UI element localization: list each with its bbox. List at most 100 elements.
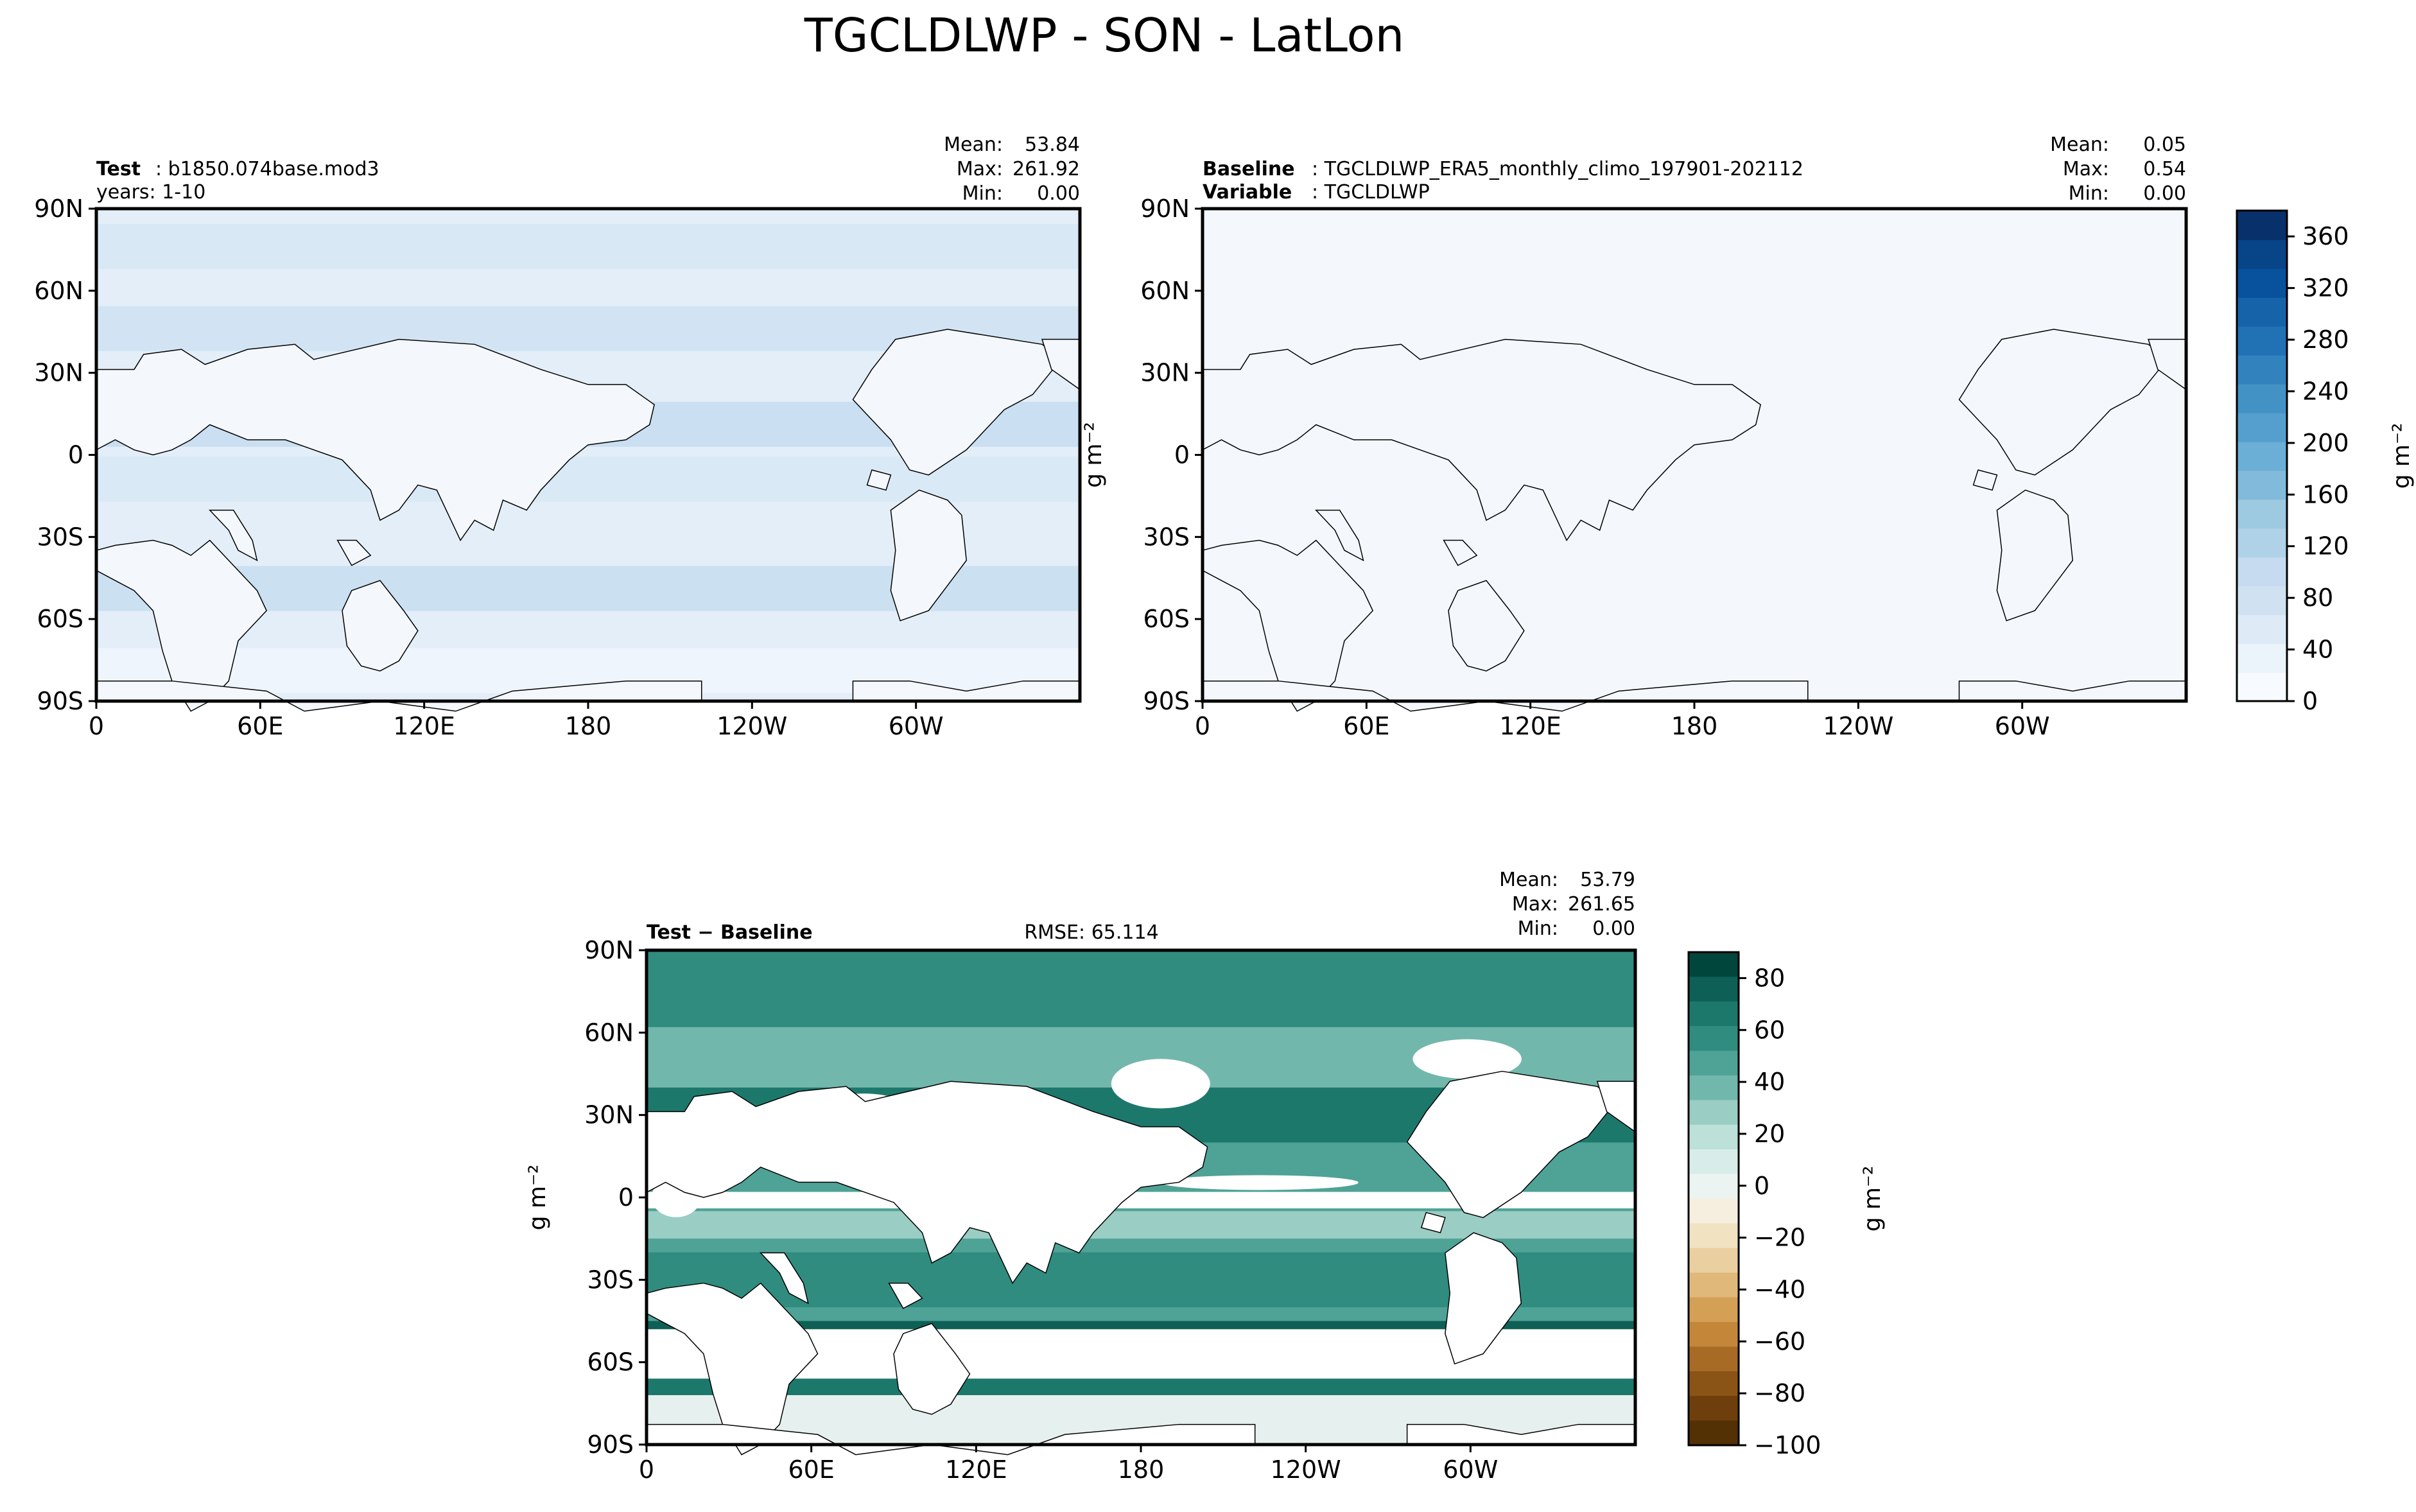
variable-name: : TGCLDLWP	[1312, 181, 1430, 204]
x-tick-label: 0	[1195, 712, 1210, 740]
stat-label: Max:	[2063, 158, 2109, 180]
coastline	[1316, 510, 1364, 560]
coastline	[1445, 1233, 1521, 1364]
y-tick-label: 30S	[587, 1265, 634, 1294]
x-tick-label: 120E	[945, 1456, 1007, 1484]
stat-label: Min:	[962, 182, 1003, 205]
colorbar-frame	[1687, 951, 1740, 1447]
colorbar-segment	[2237, 297, 2287, 327]
coastline	[210, 510, 257, 560]
figure-title: TGCLDLWP - SON - LatLon	[804, 8, 1404, 62]
field-patch	[1111, 1059, 1210, 1109]
plot-frame	[645, 948, 1637, 1447]
stat-value: 261.92	[1012, 158, 1080, 180]
panel-test: 0 60E 120E 180 120W 60W 90N 60N 30N 0 30S 60S 90S Tes…	[34, 134, 1082, 740]
coastline	[1974, 470, 1997, 490]
colorbar-top: 0 40 80 120 160 200 240 280 320 360 g m⁻²	[2236, 209, 2415, 715]
colorbar-segment	[2237, 470, 2287, 500]
stat-label: Min:	[2069, 182, 2109, 205]
x-tick-label: 180	[1118, 1456, 1165, 1484]
coastline	[338, 541, 371, 566]
x-tick-label: 120E	[393, 712, 455, 740]
stat-value: 0.54	[2143, 158, 2186, 180]
colorbar-segment	[2237, 326, 2287, 356]
colorbar-tick-label: 0	[1754, 1172, 1769, 1200]
colorbar-segment	[2237, 586, 2287, 616]
colorbar-tick-label: 240	[2302, 377, 2349, 405]
colorbar-segment	[1689, 1001, 1739, 1027]
colorbar-tick-label: 40	[1754, 1068, 1785, 1096]
x-tick-label: 60W	[1443, 1456, 1498, 1484]
x-tick-label: 60W	[889, 712, 944, 740]
y-tick-label: 60S	[1143, 605, 1190, 633]
colorbar-segment	[2237, 441, 2287, 471]
y-tick-label: 90S	[37, 687, 83, 715]
stat-value: 53.79	[1580, 869, 1635, 891]
colorbar-tick-label: 40	[2302, 636, 2333, 664]
colorbar-diff: 80 60 40 20 0 −20 −40 −60 −80 −100 g m⁻²	[1687, 951, 1886, 1459]
coastline	[1421, 1213, 1445, 1233]
colorbar-segment	[2237, 268, 2287, 298]
x-tick-label: 0	[89, 712, 104, 740]
coastline	[647, 1081, 1208, 1283]
y-tick-label: 90N	[1140, 195, 1190, 223]
colorbar-tick-label: 20	[1754, 1120, 1785, 1148]
colorbar-segment	[2237, 614, 2287, 645]
variable-label: Variable	[1203, 181, 1292, 204]
y-tick-label: 30N	[1140, 359, 1190, 387]
colorbar-tick-label: −40	[1754, 1275, 1805, 1303]
coastline	[889, 1283, 923, 1308]
colorbar-segment	[2237, 643, 2287, 673]
colorbar-tick-label: −60	[1754, 1327, 1805, 1355]
colorbar-segment	[2237, 528, 2287, 558]
coastline	[342, 580, 418, 671]
colorbar-segment	[1689, 1026, 1739, 1052]
field-patch	[1412, 1039, 1522, 1079]
stat-label: Max:	[1512, 893, 1558, 916]
x-tick-label: 120W	[1823, 712, 1893, 740]
colorbar-tick-label: −80	[1754, 1379, 1805, 1407]
field-patch	[1160, 1175, 1359, 1190]
coastline	[96, 339, 654, 540]
baseline-name: : TGCLDLWP_ERA5_monthly_climo_197901-202…	[1312, 158, 1803, 180]
colorbar-tick-label: 280	[2302, 326, 2349, 354]
difference-label: Test − Baseline	[647, 921, 813, 944]
colorbar-segment	[1689, 1322, 1739, 1348]
coastline	[1203, 339, 1760, 540]
field-band	[647, 950, 1635, 1033]
colorbar-segment	[1689, 1371, 1739, 1397]
stat-value: 261.65	[1568, 893, 1635, 916]
colorbar-tick-label: 200	[2302, 429, 2349, 457]
colorbar-segment	[2237, 557, 2287, 587]
colorbar-label: g m⁻²	[2388, 423, 2415, 489]
field-band	[647, 1211, 1635, 1239]
stat-value: 0.00	[1037, 182, 1080, 205]
x-tick-label: 180	[565, 712, 612, 740]
colorbar-segment	[1689, 952, 1739, 978]
colorbar-segment	[1689, 977, 1739, 1002]
x-tick-label: 60W	[1995, 712, 2050, 740]
panel-baseline: 0 60E 120E 180 120W 60W 90N 60N 30N 0 30S 60S 90S Bas…	[1081, 134, 2415, 740]
test-case-name: : b1850.074base.mod3	[155, 158, 379, 180]
coastline	[1448, 580, 1524, 671]
y-tick-label: 90S	[1143, 687, 1190, 715]
y-tick-label: 30S	[37, 523, 83, 551]
colorbar-tick-label: 320	[2302, 274, 2349, 302]
colorbar-tick-label: 360	[2302, 222, 2349, 250]
colorbar-segment	[2237, 239, 2287, 269]
stat-label: Max:	[957, 158, 1003, 180]
field-band	[96, 223, 1080, 269]
colorbar-segment	[2237, 499, 2287, 529]
colorbar-segment	[1689, 1396, 1739, 1421]
y-tick-label: 60S	[587, 1348, 634, 1377]
stat-label: Mean:	[2050, 134, 2109, 156]
stat-label: Mean:	[1499, 869, 1558, 891]
field-band	[647, 1378, 1635, 1395]
y-tick-label: 60N	[584, 1018, 634, 1047]
colorbar-tick-label: 0	[2302, 687, 2318, 715]
coastline	[647, 1283, 818, 1455]
colorbar-segment	[1689, 1149, 1739, 1175]
colorbar-segment	[1689, 1247, 1739, 1274]
y-tick-label: 60N	[1140, 277, 1190, 305]
colorbar-segment	[1689, 1075, 1739, 1101]
